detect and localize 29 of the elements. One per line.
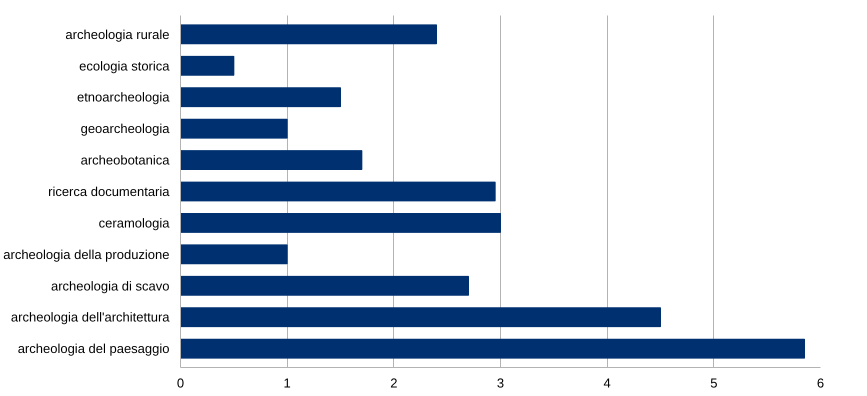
y-tick-label: ceramologia [98, 215, 170, 230]
x-tick-label: 6 [816, 376, 824, 390]
y-tick-label: archeologia dell'architettura [10, 310, 170, 325]
y-tick-label: archeologia del paesaggio [18, 341, 170, 356]
bar [180, 213, 501, 233]
bar [180, 244, 288, 264]
x-tick-label: 0 [176, 376, 184, 390]
y-tick-label: ecologia storica [79, 58, 170, 74]
bar [180, 182, 496, 202]
y-tick-label: archeologia rurale [65, 26, 170, 42]
y-tick-label: archeologia della produzione [3, 246, 170, 262]
x-tick-label: 5 [710, 376, 718, 390]
y-tick-label: geoarcheologia [80, 121, 170, 136]
y-tick-label: archeologia di scavo [50, 278, 170, 294]
bar [180, 56, 234, 76]
bar [180, 118, 288, 139]
bar [180, 150, 362, 170]
y-tick-label: ricerca documentaria [48, 184, 170, 199]
bar [180, 87, 341, 108]
bar [180, 24, 437, 44]
y-tick-label: etnoarcheologia [76, 90, 170, 105]
y-tick-label: archeobotanica [80, 152, 170, 168]
bar [180, 276, 469, 296]
x-tick-label: 1 [284, 376, 291, 390]
x-tick-label: 4 [604, 376, 611, 390]
bar [180, 338, 805, 359]
x-tick-label: 3 [496, 376, 504, 390]
x-tick-label: 2 [390, 376, 398, 390]
bar [180, 307, 661, 328]
